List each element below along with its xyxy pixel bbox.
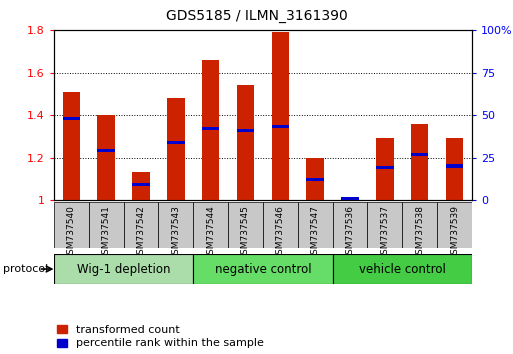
Text: GSM737541: GSM737541 [102,205,111,260]
Bar [341,198,359,200]
Bar [193,202,228,248]
Bar [376,138,393,200]
Bar [132,183,150,186]
Bar [132,172,150,200]
Text: GSM737538: GSM737538 [415,205,424,261]
Bar [54,202,89,248]
Bar [437,202,472,248]
Text: GSM737539: GSM737539 [450,205,459,261]
Bar [89,202,124,248]
Bar [202,60,220,200]
Bar [228,202,263,248]
Text: GSM737537: GSM737537 [380,205,389,261]
Bar [446,138,463,200]
Text: GSM737546: GSM737546 [276,205,285,260]
Bar [159,202,193,248]
Text: GSM737544: GSM737544 [206,205,215,260]
Bar [237,129,254,132]
Text: negative control: negative control [214,263,311,276]
Text: Wig-1 depletion: Wig-1 depletion [77,263,170,276]
Bar [124,202,159,248]
Text: GSM737536: GSM737536 [346,205,354,261]
Bar [63,117,80,120]
Bar [341,197,359,200]
Bar [63,92,80,200]
Bar [54,254,193,284]
Bar [306,158,324,200]
Text: GSM737543: GSM737543 [171,205,180,260]
Bar [298,202,332,248]
Bar [306,178,324,181]
Bar [167,141,185,144]
Text: vehicle control: vehicle control [359,263,446,276]
Text: GSM737545: GSM737545 [241,205,250,260]
Bar [97,115,115,200]
Text: GSM737540: GSM737540 [67,205,76,260]
Text: GDS5185 / ILMN_3161390: GDS5185 / ILMN_3161390 [166,9,347,23]
Bar [376,166,393,169]
Legend: transformed count, percentile rank within the sample: transformed count, percentile rank withi… [57,325,264,348]
Bar [193,254,332,284]
Bar [411,124,428,200]
Bar [202,127,220,130]
Bar [402,202,437,248]
Bar [332,254,472,284]
Text: GSM737547: GSM737547 [311,205,320,260]
Bar [263,202,298,248]
Bar [237,85,254,200]
Bar [367,202,402,248]
Bar [446,165,463,167]
Bar [271,32,289,200]
Text: GSM737542: GSM737542 [136,205,146,260]
Bar [411,153,428,156]
Bar [167,98,185,200]
Bar [97,149,115,152]
Text: protocol: protocol [3,264,48,274]
Bar [332,202,367,248]
Bar [271,125,289,129]
